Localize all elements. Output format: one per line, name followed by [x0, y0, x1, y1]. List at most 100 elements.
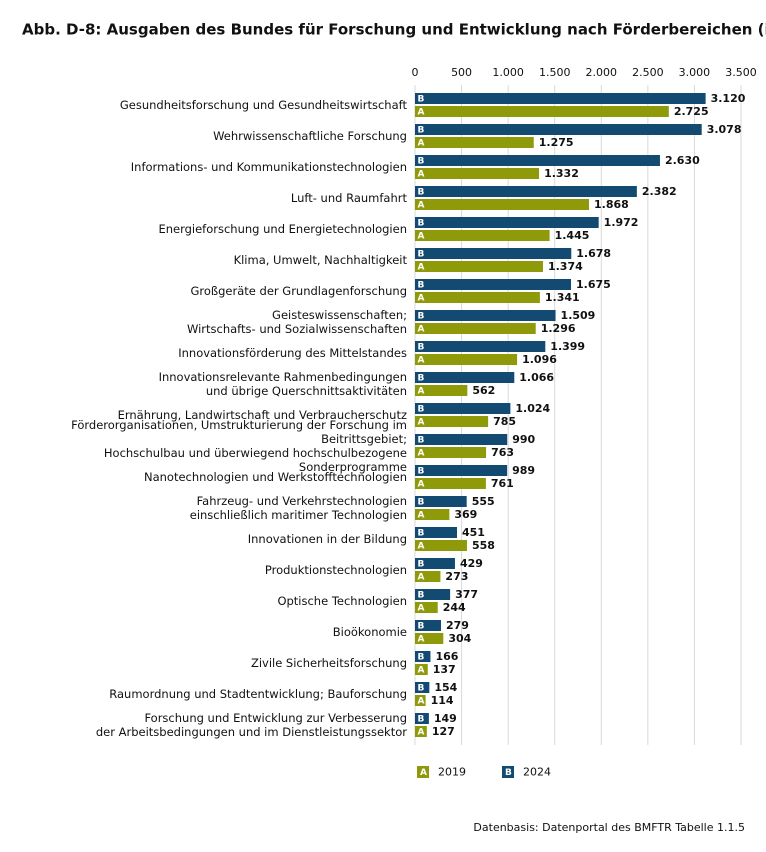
category-label: Förderorganisationen, Umstrukturierung d… [71, 418, 407, 474]
value-label: 166 [435, 650, 458, 663]
value-label: 3.078 [707, 123, 742, 136]
bar-key: B [418, 374, 425, 384]
bar [415, 465, 508, 476]
bar-key: B [418, 157, 425, 167]
bar-key: B [418, 622, 425, 632]
bar [415, 279, 572, 290]
category-label: Innovationsförderung des Mittelstandes [178, 346, 407, 360]
bar-key: A [418, 666, 425, 676]
category-label: Zivile Sicherheitsforschung [250, 656, 407, 670]
x-tick-label: 2.000 [586, 66, 618, 79]
bar [415, 571, 441, 582]
bar [415, 540, 467, 551]
value-label: 558 [472, 539, 495, 552]
value-label: 369 [454, 508, 477, 521]
value-label: 785 [493, 415, 516, 428]
category-label: Forschung und Entwicklung zur Verbesseru… [95, 711, 407, 739]
category-label: Fahrzeug- und Verkehrstechnologien einsc… [189, 494, 407, 522]
category-label: Großgeräte der Grundlagenforschung [190, 284, 407, 298]
bar-key: B [418, 467, 425, 477]
bar [415, 168, 540, 179]
value-label: 990 [512, 433, 535, 446]
bar [415, 137, 534, 148]
bar [415, 478, 486, 489]
value-label: 1.445 [555, 229, 590, 242]
value-label: 2.382 [642, 185, 677, 198]
bar [415, 310, 556, 321]
bar-key: A [418, 511, 425, 521]
chart-title: Abb. D-8: Ausgaben des Bundes für Forsch… [22, 21, 766, 39]
value-label: 137 [433, 663, 456, 676]
bar-key: A [418, 635, 425, 645]
bar-key: A [418, 418, 425, 428]
bar [415, 323, 536, 334]
bar-key: A [418, 232, 425, 242]
bar-key: B [418, 281, 425, 291]
value-label: 1.296 [541, 322, 576, 335]
bar [415, 496, 467, 507]
bar [415, 155, 660, 166]
bar-key: B [418, 715, 425, 725]
bar [415, 620, 441, 631]
category-label: Innovationen in der Bildung [247, 532, 407, 546]
value-label: 1.332 [544, 167, 579, 180]
bar-key: A [418, 604, 425, 614]
value-label: 562 [472, 384, 495, 397]
value-label: 1.341 [545, 291, 580, 304]
bar [415, 124, 702, 135]
category-label: Nanotechnologien und Werkstofftechnologi… [143, 470, 407, 484]
category-label: Klima, Umwelt, Nachhaltigkeit [233, 253, 407, 267]
x-tick-label: 3.500 [725, 66, 757, 79]
bar-key: B [418, 684, 425, 694]
bar [415, 186, 637, 197]
bar [415, 354, 518, 365]
bar [415, 713, 429, 724]
value-label: 1.509 [561, 309, 596, 322]
bar-key: A [418, 387, 425, 397]
legend-label: 2019 [438, 766, 466, 779]
value-label: 154 [434, 681, 457, 694]
bar-key: B [418, 653, 425, 663]
value-label: 763 [491, 446, 514, 459]
value-label: 1.678 [576, 247, 611, 260]
value-label: 1.399 [550, 340, 585, 353]
bar-key: A [418, 356, 425, 366]
value-label: 377 [455, 588, 478, 601]
bar-key: A [418, 201, 425, 211]
value-label: 2.630 [665, 154, 700, 167]
bar [415, 682, 430, 693]
bar-key: A [418, 573, 425, 583]
bar-key: A [418, 728, 425, 738]
value-label: 989 [512, 464, 535, 477]
bar [415, 106, 669, 117]
category-label: Optische Technologien [277, 594, 407, 608]
value-label: 1.096 [522, 353, 557, 366]
category-label: Wehrwissenschaftliche Forschung [213, 129, 407, 143]
bar [415, 447, 487, 458]
value-label: 1.374 [548, 260, 583, 273]
bar-key: B [418, 343, 425, 353]
category-label: Raumordnung und Stadtentwicklung; Baufor… [109, 687, 407, 701]
category-label: Bioökonomie [332, 625, 407, 639]
x-tick-label: 1.500 [539, 66, 571, 79]
x-tick-label: 1.000 [492, 66, 524, 79]
bar [415, 651, 431, 662]
bar [415, 217, 599, 228]
x-tick-label: 500 [451, 66, 472, 79]
bar [415, 261, 543, 272]
category-label: Produktionstechnologien [264, 563, 407, 577]
value-label: 273 [445, 570, 468, 583]
bar [415, 385, 468, 396]
bar [415, 664, 428, 675]
x-tick-label: 0 [412, 66, 419, 79]
bar-key: B [418, 436, 425, 446]
value-label: 429 [460, 557, 483, 570]
bar [415, 527, 458, 538]
category-label: Geisteswissenschaften; Wirtschafts- und … [186, 308, 407, 336]
category-label: Energieforschung und Energietechnologien [158, 222, 407, 236]
bar [415, 434, 508, 445]
value-label: 3.120 [711, 92, 746, 105]
bar-key: A [418, 263, 425, 273]
bar [415, 726, 427, 737]
